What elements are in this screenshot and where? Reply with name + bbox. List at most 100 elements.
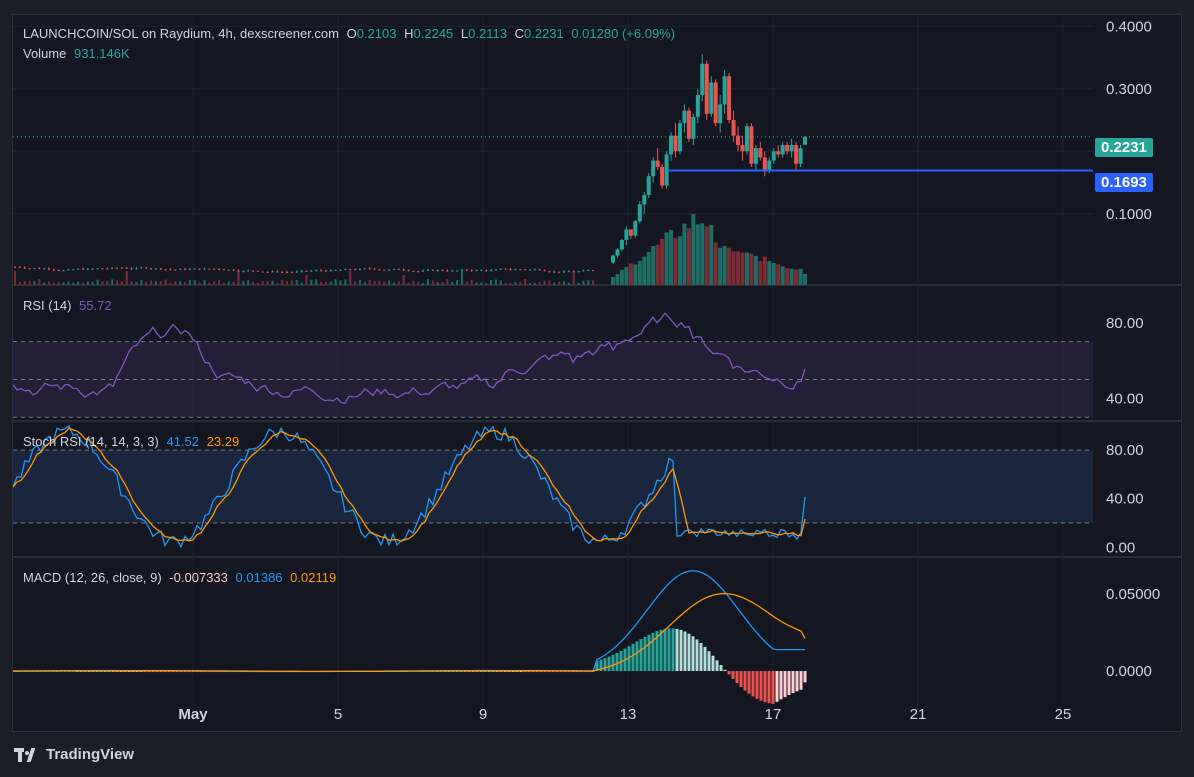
candle-body: [417, 271, 420, 273]
volume-bar: [767, 261, 772, 285]
macd-hist-bar: [643, 636, 647, 672]
volume-bar: [91, 281, 94, 285]
volume-bar: [465, 281, 468, 285]
volume-bar: [651, 245, 656, 285]
volume-bar: [349, 271, 352, 285]
tradingview-footer[interactable]: TradingView: [14, 746, 134, 763]
volume-bar: [305, 275, 308, 285]
volume-bar: [431, 280, 434, 285]
macd-hist-bar: [499, 670, 503, 672]
candle-body: [789, 145, 794, 152]
candle-body: [120, 267, 123, 269]
chart-canvas[interactable]: 0.40000.30000.20000.100080.0040.0080.004…: [13, 15, 1181, 731]
macd-hist-bar: [615, 652, 619, 672]
volume-bar: [154, 281, 157, 285]
macd-hist-bar: [151, 671, 155, 673]
volume-bar: [334, 279, 337, 285]
macd-hist-bar: [531, 671, 535, 673]
macd-hist-bar: [659, 629, 663, 672]
candle-body: [628, 229, 633, 236]
macd-hist-bar: [627, 646, 631, 672]
candle-body: [101, 268, 104, 270]
candle-body: [655, 160, 660, 167]
macd-hist-bar: [687, 633, 691, 672]
volume-bar: [548, 280, 551, 285]
volume-bar: [762, 256, 767, 285]
macd-hist-bar: [675, 628, 679, 672]
macd-label: MACD (12, 26, close, 9): [23, 570, 162, 585]
volume-bar: [611, 277, 615, 285]
macd-hist-bar: [487, 670, 491, 672]
volume-bar: [57, 282, 60, 285]
candle-body: [363, 268, 366, 270]
candle-body: [490, 270, 493, 272]
time-axis-label: 5: [334, 706, 342, 723]
candle-body: [295, 271, 298, 273]
hline-price-tag[interactable]: 0.1693: [1095, 173, 1153, 192]
candle-body: [247, 270, 250, 272]
macd-hist-bar: [111, 670, 115, 672]
volume-bar: [758, 261, 763, 285]
candle-body: [266, 271, 269, 273]
volume-bar: [33, 280, 36, 285]
candle-body: [82, 268, 85, 270]
candle-body: [682, 110, 687, 124]
macd-hist-bar: [767, 671, 771, 704]
macd-hist-bar: [107, 670, 111, 672]
stoch-label: Stoch RSI (14, 14, 3, 3): [23, 434, 159, 449]
volume-bar: [577, 282, 580, 285]
volume-bar: [378, 280, 381, 285]
candle-body: [57, 269, 60, 271]
volume-bar: [624, 267, 629, 285]
macd-hist-bar: [707, 651, 711, 672]
volume-bar: [242, 281, 245, 285]
volume-bar: [402, 275, 405, 285]
candle-body: [669, 135, 674, 155]
volume-bar: [392, 282, 395, 285]
macd-hist-bar: [703, 646, 707, 672]
volume-bar: [718, 247, 723, 285]
candle-body: [441, 270, 444, 272]
volume-bar: [38, 279, 41, 285]
volume-bar: [682, 223, 687, 285]
volume-bar: [619, 269, 624, 285]
candle-body: [203, 268, 206, 270]
volume-bar: [106, 280, 109, 285]
candle-body: [519, 269, 522, 271]
macd-hist-bar: [179, 671, 183, 673]
candle-body: [615, 249, 620, 256]
volume-bar: [276, 282, 279, 285]
candle-body: [731, 120, 736, 136]
volume-bar: [637, 261, 642, 285]
candle-body: [315, 270, 318, 272]
volume-bar: [368, 279, 371, 285]
candle-body: [691, 116, 696, 139]
macd-hist-bar: [639, 639, 643, 672]
candle-body: [106, 268, 109, 270]
candle-body: [637, 204, 642, 222]
candle-body: [397, 268, 400, 270]
macd-hist-bar: [555, 671, 559, 673]
candle-body: [125, 267, 128, 269]
candle-body: [543, 270, 546, 272]
volume-bar: [101, 281, 104, 285]
macd-hist-bar: [735, 671, 739, 684]
macd-hist-bar: [667, 628, 671, 672]
volume-bar: [150, 280, 153, 285]
volume-bar: [798, 268, 803, 285]
volume-bar: [567, 282, 570, 285]
chart-frame: 0.40000.30000.20000.100080.0040.0080.004…: [12, 14, 1182, 732]
macd-hist-bar: [119, 670, 123, 672]
volume-bar: [120, 281, 123, 285]
volume-bar: [23, 281, 26, 285]
volume-bar: [261, 281, 264, 285]
volume-bar: [460, 271, 463, 285]
candle-body: [704, 63, 709, 114]
candle-body: [227, 269, 230, 271]
candle-body: [38, 268, 41, 270]
candle-body: [753, 148, 758, 164]
volume-bar: [794, 269, 799, 285]
candle-body: [378, 269, 381, 271]
macd-legend: MACD (12, 26, close, 9) -0.007333 0.0138…: [23, 570, 340, 586]
volume-bar: [686, 228, 691, 285]
